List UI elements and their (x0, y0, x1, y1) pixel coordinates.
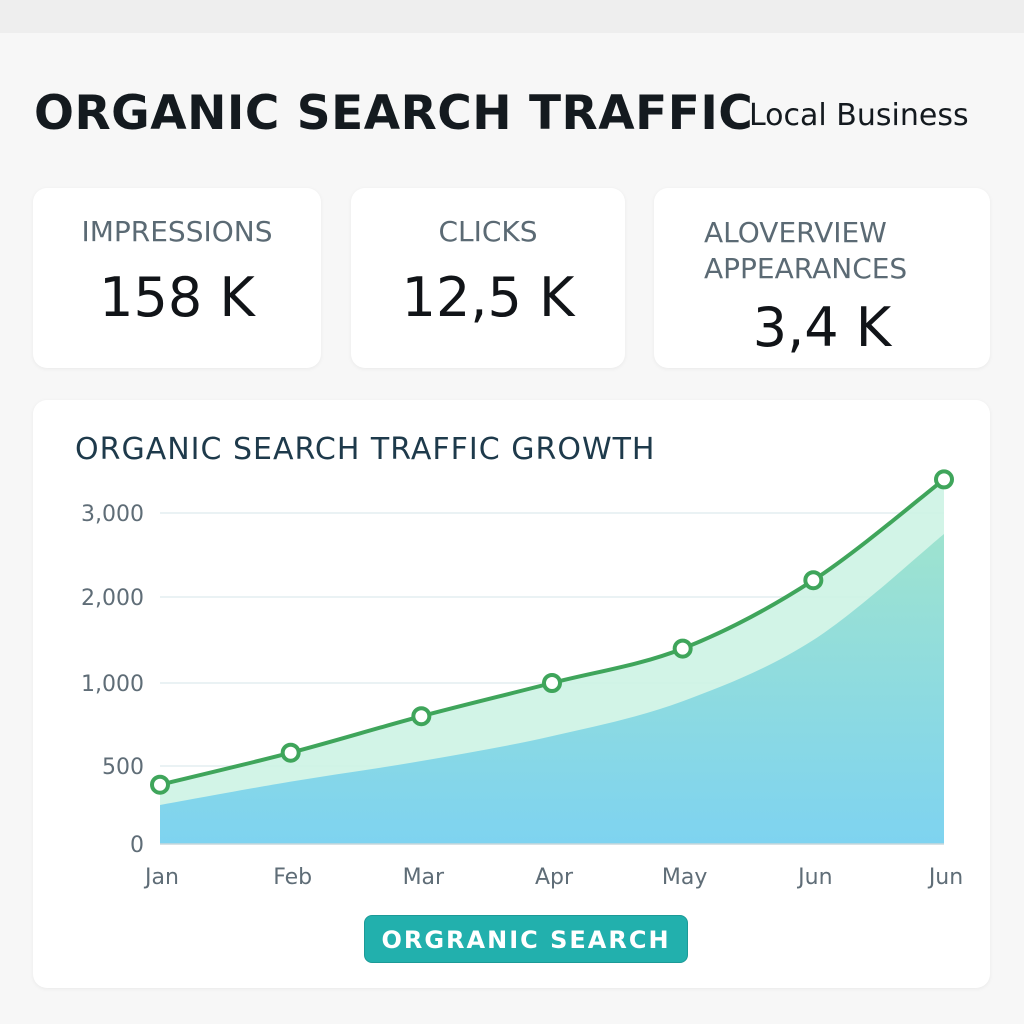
y-tick-label: 1,000 (81, 672, 144, 697)
impressions-value: 158 K (99, 266, 255, 329)
clicks-label: CLICKS (438, 215, 538, 248)
data-point (150, 774, 170, 795)
x-tick-label: Jun (796, 865, 832, 890)
business-type-label: Local Business (749, 98, 969, 133)
impressions-label: IMPRESSIONS (81, 215, 273, 248)
ai-overview-card: ALOVERVIEW APPEARANCES 3,4 K (654, 188, 990, 368)
page-title: ORGANIC SEARCH TRAFFIC (34, 86, 754, 141)
traffic-chart: 0 500 1,000 2,000 3,000 Jan Feb Mar Apr May Jun Jun (81, 469, 963, 890)
top-strip (0, 0, 1024, 33)
chart-card: ORGANIC SEARCH TRAFFIC GROWTH 0 500 1,000 2… (33, 400, 990, 988)
y-tick-label: 2,000 (81, 586, 144, 611)
y-tick-label: 3,000 (81, 502, 144, 527)
data-point (934, 469, 954, 490)
y-tick-label: 500 (102, 755, 144, 780)
data-point (803, 570, 824, 591)
data-point (672, 638, 693, 659)
x-tick-label: Feb (273, 865, 312, 890)
data-point (542, 673, 562, 693)
x-tick-label: Apr (535, 865, 574, 890)
x-tick-label: Mar (403, 865, 445, 890)
y-tick-label: 0 (130, 833, 144, 858)
x-tick-label: Jun (927, 865, 963, 890)
ai-overview-value: 3,4 K (752, 296, 892, 359)
data-point (280, 742, 301, 763)
clicks-card: CLICKS 12,5 K (351, 188, 625, 368)
legend-organic-search[interactable]: ORGRANIC SEARCH (364, 915, 688, 963)
series-lower-area (160, 534, 944, 844)
clicks-value: 12,5 K (401, 266, 575, 329)
ai-overview-label: ALOVERVIEW APPEARANCES (704, 216, 908, 285)
x-tick-label: May (662, 865, 707, 890)
chart-title: ORGANIC SEARCH TRAFFIC GROWTH (75, 432, 656, 467)
x-tick-label: Jan (143, 865, 179, 890)
impressions-card: IMPRESSIONS 158 K (33, 188, 321, 368)
data-point (411, 706, 432, 727)
